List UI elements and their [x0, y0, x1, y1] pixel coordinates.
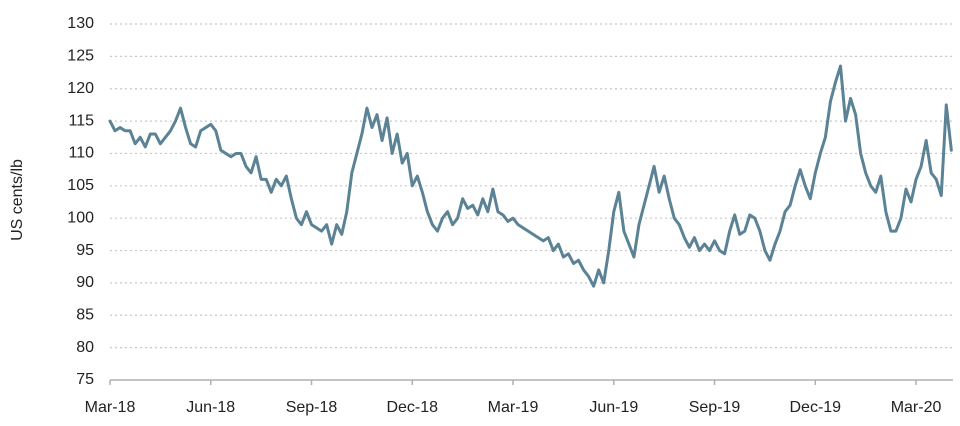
price-line	[108, 64, 953, 288]
y-tick-label: 130	[67, 15, 94, 32]
x-tick-label: Jun-18	[186, 399, 235, 416]
x-tick-label: Mar-19	[488, 399, 539, 416]
y-tick-label: 100	[67, 209, 94, 226]
y-tick-label: 110	[68, 145, 94, 162]
y-tick-label: 85	[76, 306, 94, 323]
y-tick-label: 75	[76, 371, 94, 388]
x-tick-label: Jun-19	[589, 399, 638, 416]
x-tick-label: Dec-19	[790, 399, 842, 416]
x-tick-label: Mar-18	[85, 399, 136, 416]
y-tick-label: 90	[76, 274, 94, 291]
y-tick-label: 115	[68, 112, 94, 129]
y-tick-label: 80	[76, 339, 94, 356]
x-tick-label: Dec-18	[386, 399, 438, 416]
x-tick-label: Mar-20	[891, 399, 942, 416]
y-tick-label: 95	[76, 242, 94, 259]
x-tick-label: Sep-19	[689, 399, 741, 416]
y-tick-label: 105	[67, 177, 94, 194]
x-tick-label: Sep-18	[286, 399, 338, 416]
y-tick-label: 125	[67, 48, 94, 65]
y-axis-title: US cents/lb	[9, 159, 26, 241]
y-tick-label: 120	[67, 80, 94, 97]
